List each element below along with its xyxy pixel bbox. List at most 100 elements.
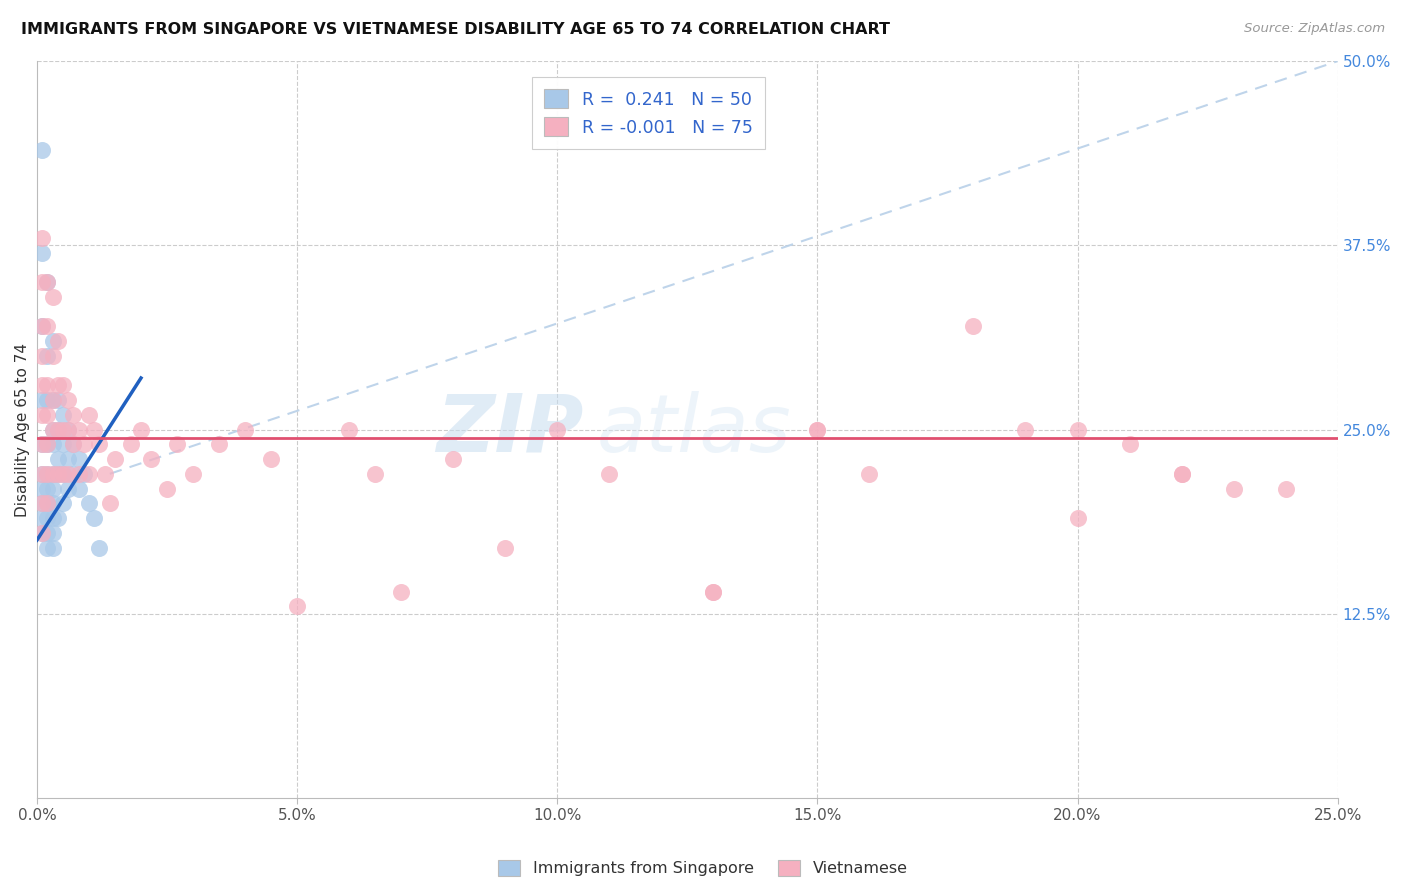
Text: IMMIGRANTS FROM SINGAPORE VS VIETNAMESE DISABILITY AGE 65 TO 74 CORRELATION CHAR: IMMIGRANTS FROM SINGAPORE VS VIETNAMESE … — [21, 22, 890, 37]
Point — [46, 467, 69, 481]
Point — [52, 378, 75, 392]
Point — [41, 393, 63, 408]
Point — [41, 482, 63, 496]
Point — [260, 452, 283, 467]
Point — [37, 408, 59, 422]
Point — [1170, 467, 1192, 481]
Point — [1014, 423, 1036, 437]
Point — [858, 467, 880, 481]
Point — [89, 437, 111, 451]
Point — [1066, 511, 1088, 525]
Point — [67, 482, 90, 496]
Point — [31, 482, 53, 496]
Point — [702, 584, 724, 599]
Point — [41, 423, 63, 437]
Point — [702, 584, 724, 599]
Point — [52, 496, 75, 510]
Legend: Immigrants from Singapore, Vietnamese: Immigrants from Singapore, Vietnamese — [492, 854, 914, 883]
Point — [83, 423, 105, 437]
Point — [104, 452, 127, 467]
Point — [1222, 482, 1244, 496]
Point — [89, 541, 111, 555]
Point — [120, 437, 142, 451]
Point — [67, 452, 90, 467]
Point — [208, 437, 231, 451]
Point — [806, 423, 828, 437]
Point — [56, 393, 79, 408]
Point — [31, 511, 53, 525]
Point — [31, 378, 53, 392]
Point — [56, 423, 79, 437]
Point — [37, 437, 59, 451]
Point — [56, 423, 79, 437]
Point — [494, 541, 516, 555]
Point — [77, 496, 100, 510]
Point — [52, 467, 75, 481]
Point — [46, 452, 69, 467]
Point — [31, 437, 53, 451]
Y-axis label: Disability Age 65 to 74: Disability Age 65 to 74 — [15, 343, 30, 516]
Point — [41, 349, 63, 363]
Point — [806, 423, 828, 437]
Point — [31, 245, 53, 260]
Point — [37, 482, 59, 496]
Point — [56, 452, 79, 467]
Point — [46, 334, 69, 348]
Text: ZIP: ZIP — [436, 391, 583, 468]
Text: Source: ZipAtlas.com: Source: ZipAtlas.com — [1244, 22, 1385, 36]
Point — [73, 467, 96, 481]
Point — [1066, 423, 1088, 437]
Point — [31, 437, 53, 451]
Point — [156, 482, 179, 496]
Point — [129, 423, 152, 437]
Point — [31, 319, 53, 334]
Point — [62, 437, 84, 451]
Point — [41, 511, 63, 525]
Point — [67, 423, 90, 437]
Point — [337, 423, 360, 437]
Point — [41, 423, 63, 437]
Point — [41, 496, 63, 510]
Point — [31, 319, 53, 334]
Point — [166, 437, 188, 451]
Point — [41, 393, 63, 408]
Point — [62, 437, 84, 451]
Point — [37, 349, 59, 363]
Point — [77, 467, 100, 481]
Point — [285, 599, 308, 614]
Point — [37, 525, 59, 540]
Point — [37, 319, 59, 334]
Point — [962, 319, 984, 334]
Legend: R =  0.241   N = 50, R = -0.001   N = 75: R = 0.241 N = 50, R = -0.001 N = 75 — [531, 78, 765, 149]
Point — [31, 467, 53, 481]
Point — [31, 525, 53, 540]
Point — [31, 408, 53, 422]
Text: atlas: atlas — [596, 391, 792, 468]
Point — [141, 452, 163, 467]
Point — [37, 467, 59, 481]
Point — [364, 467, 387, 481]
Point — [181, 467, 204, 481]
Point — [1274, 482, 1296, 496]
Point — [37, 275, 59, 289]
Point — [41, 467, 63, 481]
Point — [37, 496, 59, 510]
Point — [62, 408, 84, 422]
Point — [441, 452, 464, 467]
Point — [37, 437, 59, 451]
Point — [41, 541, 63, 555]
Point — [546, 423, 568, 437]
Point — [62, 467, 84, 481]
Point — [77, 408, 100, 422]
Point — [31, 349, 53, 363]
Point — [37, 511, 59, 525]
Point — [1170, 467, 1192, 481]
Point — [67, 467, 90, 481]
Point — [389, 584, 412, 599]
Point — [233, 423, 256, 437]
Point — [31, 467, 53, 481]
Point — [37, 541, 59, 555]
Point — [46, 378, 69, 392]
Point — [46, 423, 69, 437]
Point — [93, 467, 115, 481]
